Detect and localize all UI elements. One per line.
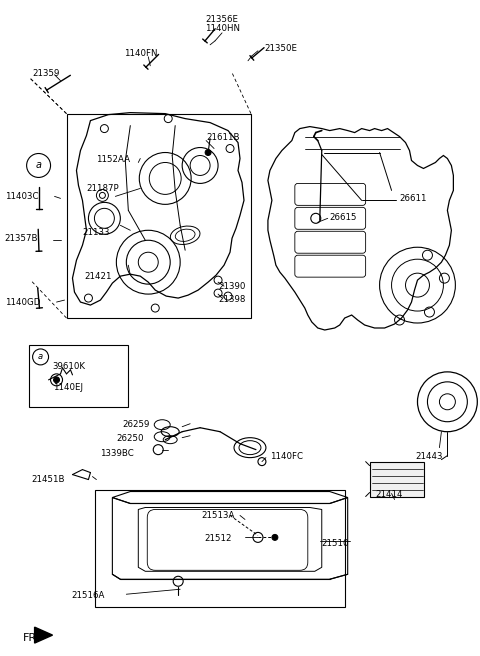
Text: 1140FN: 1140FN — [123, 49, 157, 58]
Text: 21513A: 21513A — [202, 512, 235, 520]
Text: 21350E: 21350E — [264, 44, 297, 53]
Text: 26250: 26250 — [116, 434, 144, 443]
Text: 21187P: 21187P — [86, 184, 119, 194]
Text: 21390: 21390 — [218, 282, 245, 291]
Text: FR.: FR. — [23, 633, 40, 643]
Text: 21421: 21421 — [84, 272, 112, 281]
Text: 21357B: 21357B — [5, 234, 38, 243]
Text: a: a — [38, 352, 43, 361]
Text: 1140HN: 1140HN — [204, 24, 240, 33]
Text: 26615: 26615 — [330, 213, 357, 222]
Bar — [29, 345, 128, 407]
Bar — [370, 462, 424, 497]
Text: 21512: 21512 — [204, 535, 232, 543]
Text: 21359: 21359 — [33, 69, 60, 78]
Text: 11403C: 11403C — [5, 192, 38, 201]
Bar — [67, 113, 251, 318]
Text: 21133: 21133 — [83, 228, 110, 237]
Text: 39610K: 39610K — [52, 362, 85, 371]
Circle shape — [205, 150, 211, 155]
Text: a: a — [36, 161, 42, 171]
Text: 1140GD: 1140GD — [5, 298, 40, 307]
Text: 1140EJ: 1140EJ — [53, 383, 84, 392]
Text: 1140FC: 1140FC — [270, 451, 303, 461]
Bar — [96, 489, 345, 607]
Text: 21516A: 21516A — [72, 591, 105, 600]
Text: 26259: 26259 — [122, 420, 150, 429]
Text: 21451B: 21451B — [32, 474, 65, 483]
Text: 21510: 21510 — [322, 539, 349, 548]
Text: 1339BC: 1339BC — [100, 449, 134, 458]
Text: 1152AA: 1152AA — [96, 155, 131, 163]
Circle shape — [272, 535, 278, 541]
Text: 21443: 21443 — [416, 451, 443, 461]
Text: 21398: 21398 — [218, 295, 245, 304]
Circle shape — [54, 377, 60, 383]
Text: 21414: 21414 — [376, 489, 403, 499]
Text: 21356E: 21356E — [205, 15, 239, 24]
Polygon shape — [35, 627, 52, 643]
Text: 26611: 26611 — [399, 194, 427, 203]
Text: 21611B: 21611B — [206, 133, 240, 142]
